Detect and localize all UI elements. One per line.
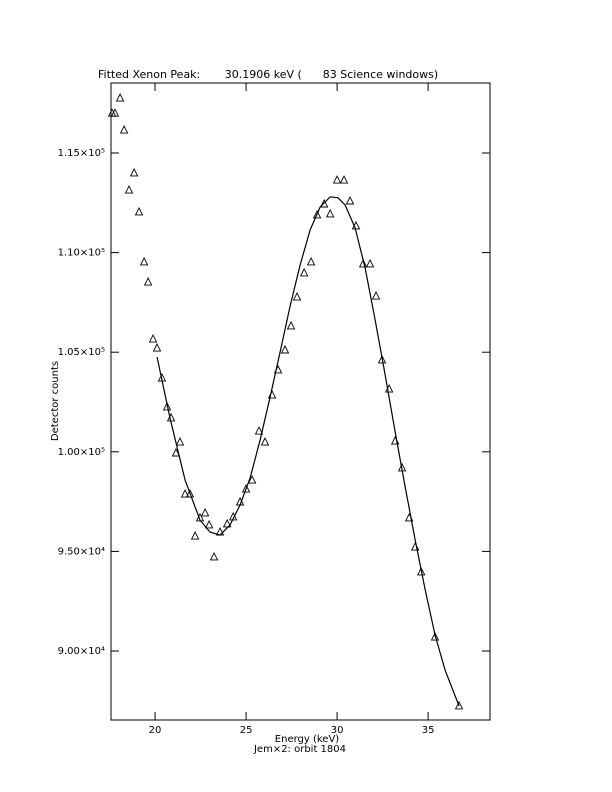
data-point [365, 258, 375, 268]
data-point [185, 489, 195, 498]
data-point [280, 345, 290, 354]
data-point [254, 426, 264, 435]
data-point [319, 198, 329, 208]
data-point [180, 489, 190, 498]
data-point [190, 531, 200, 540]
data-point [371, 291, 381, 300]
data-point [152, 343, 162, 352]
data-point [332, 175, 342, 184]
data-point [339, 175, 349, 184]
data-point [454, 700, 464, 710]
data-point [416, 566, 426, 576]
data-point [143, 277, 153, 286]
data-point [209, 551, 219, 561]
data-point [241, 484, 251, 493]
y-tick-label: 9.50×10⁴ [58, 546, 105, 557]
y-tick-label: 1.05×10⁵ [58, 347, 105, 358]
data-point [306, 256, 316, 266]
data-point [345, 195, 355, 205]
y-axis-label: Detector counts [50, 361, 61, 441]
data-point [299, 267, 309, 277]
subtitle: Jem×2: orbit 1804 [253, 744, 346, 755]
data-point [148, 334, 158, 343]
data-point [171, 447, 181, 457]
data-point [175, 437, 185, 446]
chart-title: Fitted Xenon Peak: 30.1906 keV ( 83 Scie… [98, 68, 438, 81]
data-point [124, 185, 134, 194]
data-point [325, 208, 335, 218]
data-point [139, 256, 149, 266]
data-point [260, 437, 270, 446]
data-point [292, 292, 302, 301]
data-point [129, 167, 139, 177]
data-point [200, 507, 210, 517]
x-tick-label: 20 [149, 725, 162, 736]
y-tick-label: 1.00×10⁵ [58, 447, 105, 458]
plot-frame [110, 82, 491, 721]
fit-line [156, 196, 460, 707]
data-point [377, 354, 387, 364]
data-point [358, 258, 368, 268]
data-point [430, 632, 440, 641]
data-point [222, 518, 232, 528]
data-point [204, 519, 214, 529]
y-tick-label: 1.15×10⁵ [58, 148, 105, 159]
y-tick-label: 9.00×10⁴ [58, 646, 105, 657]
data-point [312, 209, 322, 219]
data-point [247, 475, 257, 484]
x-tick-label: 25 [240, 725, 253, 736]
x-axis-label: Energy (keV) [275, 734, 340, 745]
data-point [115, 93, 125, 102]
data-point [110, 108, 120, 117]
x-tick-label: 30 [331, 725, 344, 736]
data-point [286, 320, 296, 330]
data-point [134, 206, 144, 216]
x-tick-label: 35 [422, 725, 435, 736]
data-point [119, 125, 129, 134]
data-point [162, 401, 172, 411]
y-tick-label: 1.10×10⁵ [58, 248, 105, 259]
